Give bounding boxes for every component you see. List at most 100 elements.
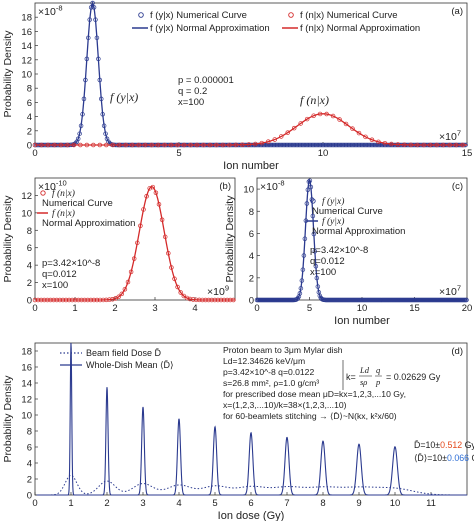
- data-point: [284, 142, 290, 148]
- annotation-text: for 60-beamlets stitching → ⟨D̄⟩~N(kx, k…: [223, 411, 397, 421]
- y-multiplier: ×10-8: [38, 3, 63, 18]
- data-point: [345, 142, 350, 148]
- data-point: [302, 236, 308, 241]
- result-sym: ⟨D̄⟩: [414, 453, 427, 463]
- data-point: [129, 142, 135, 148]
- result-sym: D̄: [414, 440, 420, 450]
- data-point: [374, 142, 379, 148]
- data-point: [91, 297, 97, 303]
- y-tick-label: 10: [21, 208, 32, 219]
- data-point: [309, 197, 315, 202]
- data-point: [343, 121, 349, 127]
- data-point: [233, 142, 239, 148]
- data-point: [389, 141, 394, 147]
- data-point: [85, 297, 90, 303]
- data-point: [303, 142, 308, 148]
- data-point: [97, 142, 103, 148]
- data-point: [277, 142, 283, 148]
- x-tick-label: 7: [284, 498, 289, 509]
- data-point: [428, 142, 433, 148]
- x-tick-label: 4: [176, 498, 181, 509]
- data-point: [464, 297, 469, 303]
- legend-marker: [310, 198, 316, 204]
- data-point: [93, 17, 98, 22]
- x-multiplier: ×109: [207, 283, 229, 298]
- data-point: [314, 275, 320, 281]
- data-point: [447, 142, 452, 148]
- data-point: [57, 297, 63, 303]
- data-point: [453, 142, 459, 148]
- legend-marker: [40, 190, 46, 196]
- data-point: [142, 142, 148, 148]
- data-point: [352, 142, 357, 148]
- data-point: [206, 297, 211, 303]
- data-point: [38, 297, 44, 303]
- data-point: [87, 17, 92, 22]
- data-point: [131, 256, 137, 261]
- x-tick-label: 3: [140, 498, 145, 509]
- data-point: [175, 284, 180, 290]
- data-point: [116, 142, 122, 148]
- data-point: [58, 142, 64, 148]
- data-point: [103, 131, 108, 136]
- data-point: [253, 141, 258, 147]
- data-point: [291, 142, 297, 148]
- series-line-beam-field-dose: [36, 474, 467, 496]
- formula-text: Ld: [359, 365, 370, 375]
- data-point: [283, 142, 288, 148]
- data-point: [94, 35, 100, 41]
- x-tick-label: 0: [32, 148, 37, 159]
- data-point: [90, 0, 95, 6]
- data-point: [304, 142, 310, 148]
- x-tick-label: 5: [212, 498, 217, 509]
- annotation-text: for prescribed dose mean μD=kx=1,2,3,...…: [223, 389, 406, 399]
- data-point: [136, 142, 141, 148]
- data-point: [346, 142, 352, 148]
- y-axis-label: Probability Density: [2, 195, 14, 283]
- data-point: [298, 121, 303, 126]
- plot-frame: [256, 177, 468, 301]
- data-point: [116, 294, 121, 300]
- x-tick-label: 8: [320, 498, 325, 509]
- data-point: [348, 142, 353, 148]
- series-line-f(y|x): [257, 178, 467, 301]
- data-point: [363, 142, 369, 148]
- y-tick-label: 10: [21, 70, 32, 81]
- formula-text: q: [376, 365, 381, 375]
- data-point: [371, 142, 376, 148]
- data-point: [228, 297, 233, 303]
- data-point: [155, 142, 161, 148]
- legend-label: f (y|x): [322, 196, 344, 207]
- x-multiplier: ×107: [439, 283, 461, 298]
- data-point: [343, 142, 349, 148]
- legend-marker: [288, 12, 294, 18]
- data-point: [194, 142, 200, 148]
- data-point: [310, 142, 316, 148]
- data-point: [98, 96, 104, 102]
- y-multiplier: ×10-8: [260, 178, 285, 193]
- formula-text: p: [375, 377, 380, 387]
- annotation-text: x=(1,2,3,...10)/k=38×(1,2,3,...10): [223, 400, 347, 410]
- data-point: [365, 142, 370, 148]
- data-point: [358, 142, 363, 148]
- y-tick-label: 16: [21, 27, 32, 38]
- data-point: [209, 297, 214, 303]
- data-point: [80, 112, 85, 117]
- data-point: [32, 297, 38, 303]
- data-point: [110, 142, 116, 148]
- data-point: [339, 142, 344, 148]
- param-text: x=100: [178, 97, 204, 108]
- y-tick-label: 12: [21, 191, 32, 202]
- data-point: [88, 297, 94, 303]
- y-tick-label: 4: [27, 459, 32, 470]
- legend-sublabel: Numerical Curve: [42, 198, 113, 209]
- y-axis-label: Probability Density: [2, 30, 14, 118]
- data-point: [325, 142, 330, 148]
- data-point: [332, 142, 337, 148]
- data-point: [200, 297, 205, 303]
- panel-tag: (c): [452, 181, 463, 192]
- y-tick-label: 0: [27, 141, 32, 152]
- data-point: [342, 142, 347, 148]
- panel-tag: (d): [451, 346, 463, 357]
- data-point: [101, 123, 107, 129]
